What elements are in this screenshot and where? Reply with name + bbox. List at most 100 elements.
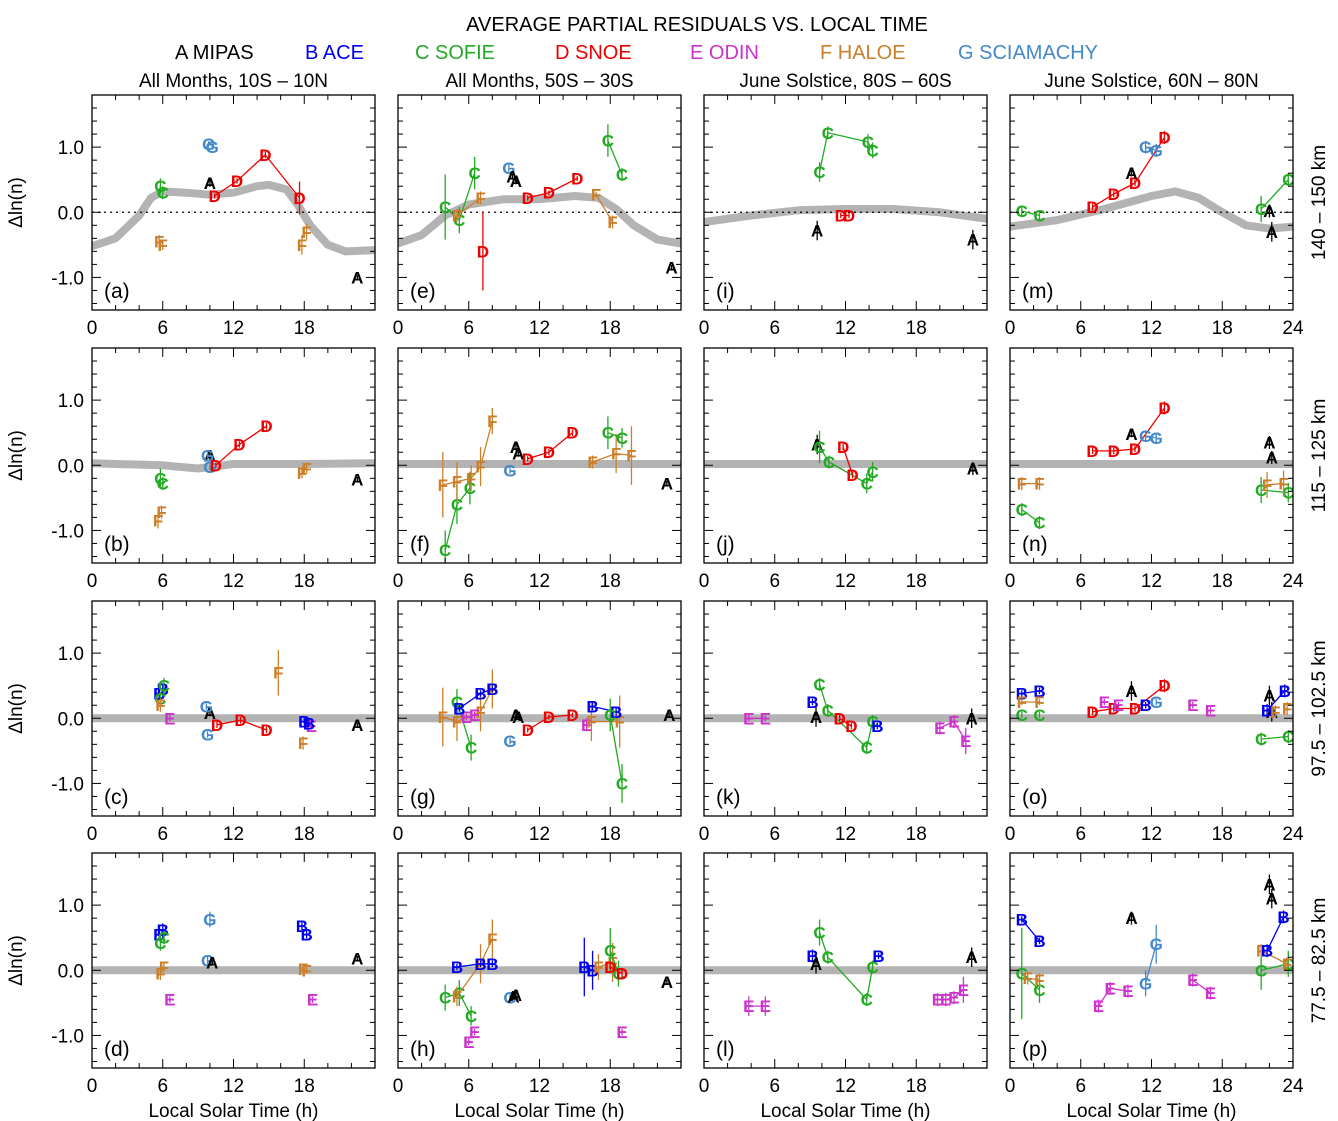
- data-point-A: A: [966, 709, 978, 728]
- data-point-C: C: [1016, 501, 1028, 520]
- series-G: GG: [1139, 138, 1163, 160]
- series-A: AA: [811, 434, 979, 479]
- series-A: AAA: [1125, 164, 1278, 242]
- data-point-D: D: [1129, 174, 1141, 193]
- data-point-F: F: [626, 447, 636, 466]
- data-point-A: A: [510, 706, 522, 725]
- x-tick-label: 0: [699, 318, 710, 339]
- data-point-B: B: [1033, 682, 1045, 701]
- data-point-F: F: [475, 458, 485, 477]
- series-line: [1092, 136, 1166, 208]
- data-point-E: E: [743, 709, 754, 728]
- data-point-G: G: [1150, 429, 1163, 448]
- data-point-E: E: [940, 991, 951, 1010]
- y-tick-label: 0.0: [58, 203, 84, 224]
- data-point-D: D: [231, 172, 243, 191]
- x-tick-label: 6: [1075, 1076, 1086, 1097]
- data-point-E: E: [164, 709, 175, 728]
- x-tick-label: 12: [835, 318, 856, 339]
- data-point-B: B: [1139, 696, 1151, 715]
- series-line: [609, 966, 623, 975]
- data-point-D: D: [1108, 700, 1120, 719]
- series-line: [1021, 210, 1040, 217]
- y-axis-label: Δln(n): [6, 177, 27, 228]
- data-point-A: A: [507, 987, 519, 1006]
- x-tick-label: 24: [1282, 318, 1304, 339]
- data-point-A: A: [1125, 425, 1137, 444]
- data-point-A: A: [510, 438, 522, 457]
- column-title-2: All Months, 50S – 30S: [446, 71, 634, 92]
- data-point-D: D: [260, 721, 272, 740]
- panel-h: CCCFFFEEBBBGAAABBFFCCDDE061218Local Sola…: [393, 852, 682, 1121]
- data-point-A: A: [510, 986, 522, 1005]
- data-point-A: A: [204, 174, 216, 193]
- data-point-E: E: [958, 981, 969, 1000]
- data-point-E: E: [616, 1023, 627, 1042]
- data-point-A: A: [1263, 433, 1275, 452]
- data-point-D: D: [1086, 442, 1098, 461]
- data-point-E: E: [960, 732, 971, 751]
- data-point-A: A: [1125, 682, 1137, 701]
- x-tick-label: 18: [906, 1076, 927, 1097]
- data-point-A: A: [512, 708, 524, 727]
- data-point-F: F: [1256, 942, 1266, 961]
- data-point-E: E: [1187, 971, 1198, 990]
- data-point-E: E: [1205, 984, 1216, 1003]
- series-line: [1266, 690, 1286, 711]
- data-point-C: C: [822, 124, 834, 143]
- data-point-C: C: [439, 989, 451, 1008]
- x-tick-label: 6: [463, 571, 474, 592]
- altitude-label-1: 140 – 150 km: [1309, 145, 1330, 260]
- x-tick-label: 6: [157, 824, 168, 845]
- data-point-C: C: [1282, 484, 1294, 503]
- data-point-A: A: [810, 955, 822, 974]
- series-G: G: [503, 461, 516, 480]
- series-line: [1092, 685, 1165, 713]
- data-point-F: F: [153, 512, 163, 531]
- x-tick-label: 0: [87, 1076, 98, 1097]
- series-line: [818, 684, 874, 749]
- data-point-E: E: [469, 1023, 480, 1042]
- y-tick-label: 1.0: [58, 138, 84, 159]
- data-point-F: F: [155, 965, 165, 984]
- data-point-E: E: [1122, 982, 1133, 1001]
- data-point-C: C: [616, 165, 628, 184]
- x-tick-label: 12: [529, 1076, 550, 1097]
- series-C: CCC: [439, 471, 476, 563]
- data-point-E: E: [948, 989, 959, 1008]
- data-point-E: E: [307, 991, 318, 1010]
- series-line: [1021, 509, 1040, 524]
- x-tick-label: 0: [393, 824, 404, 845]
- plot-frame: [703, 852, 988, 1069]
- data-point-D: D: [845, 717, 857, 736]
- series-line: [456, 197, 481, 217]
- data-point-C: C: [813, 675, 825, 694]
- x-tick-label: 0: [1005, 824, 1016, 845]
- legend-entry-sciamachy: G SCIAMACHY: [958, 42, 1098, 64]
- x-tick-label: 6: [463, 318, 474, 339]
- data-point-D: D: [1129, 440, 1141, 459]
- panel-label: (d): [104, 1038, 130, 1061]
- x-tick-label: 12: [1141, 1076, 1162, 1097]
- data-point-F: F: [1017, 693, 1027, 712]
- data-point-D: D: [543, 184, 555, 203]
- data-point-G: G: [203, 458, 216, 477]
- series-G: G: [503, 732, 516, 751]
- x-tick-label: 18: [1212, 824, 1233, 845]
- series-A: AA: [204, 447, 364, 490]
- data-point-C: C: [1255, 481, 1267, 500]
- legend-entry-mipas: A MIPAS: [175, 42, 254, 64]
- data-point-F: F: [1282, 955, 1292, 974]
- data-point-C: C: [1033, 207, 1045, 226]
- plot-frame: [703, 94, 988, 311]
- panel-label: (b): [104, 533, 130, 556]
- x-tick-label: 0: [87, 824, 98, 845]
